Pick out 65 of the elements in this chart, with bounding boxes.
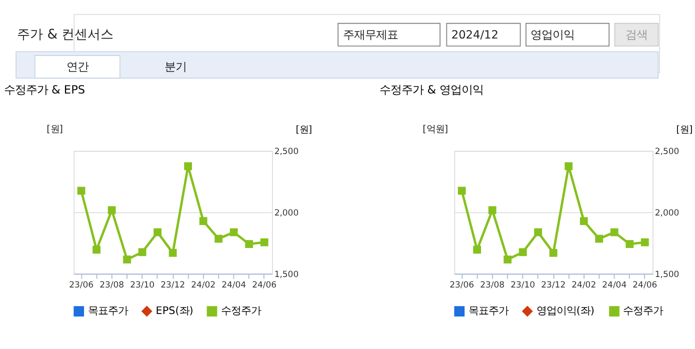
x-tick-label: 23/08 xyxy=(480,280,505,290)
text: 검색 xyxy=(625,27,648,42)
chart-title: 수정주가 & EPS xyxy=(4,82,86,96)
text: 주재무제표 xyxy=(342,27,398,42)
y2-axis-title: [원] xyxy=(676,124,693,136)
x-tick-label: 23/10 xyxy=(130,280,155,290)
point xyxy=(610,228,618,236)
point xyxy=(564,162,573,170)
text: 영업이익 xyxy=(530,27,575,42)
x-tick-label: 24/04 xyxy=(602,280,627,290)
point xyxy=(168,248,177,257)
legend-label: 목표주가 xyxy=(88,305,128,318)
x-tick-label: 24/02 xyxy=(191,280,216,290)
x-tick-label: 23/12 xyxy=(160,280,186,290)
text: 주가 & 컨센서스 xyxy=(16,27,114,42)
chart-title: 수정주가 & 영업이익 xyxy=(380,82,484,96)
point xyxy=(504,256,512,264)
legend-label: 수정주가 xyxy=(220,305,261,318)
x-tick-label: 23/08 xyxy=(100,280,124,290)
point xyxy=(230,228,238,236)
x-tick-label: 23/06 xyxy=(450,280,474,290)
x-tick-label: 23/06 xyxy=(69,280,94,290)
point xyxy=(626,240,634,248)
point xyxy=(214,234,223,243)
point xyxy=(199,217,208,226)
y2-tick-label: 1,500 xyxy=(274,270,299,280)
y2-tick-label: 2,000 xyxy=(274,208,299,219)
point xyxy=(245,240,254,248)
x-tick-label: 24/06 xyxy=(632,280,658,290)
point xyxy=(473,246,482,254)
x-tick-label: 23/10 xyxy=(510,280,536,290)
point xyxy=(458,186,466,195)
text: 연간 xyxy=(66,60,88,74)
point xyxy=(534,228,542,236)
y2-tick-label: 2,500 xyxy=(274,147,299,158)
x-tick-label: 23/12 xyxy=(541,280,566,290)
text: 분기 xyxy=(164,60,187,74)
legend-label: 수정주가 xyxy=(623,305,664,318)
point xyxy=(154,228,162,236)
y2-tick-label: 2,500 xyxy=(654,147,680,158)
point xyxy=(260,238,268,246)
x-tick-label: 24/02 xyxy=(572,280,596,290)
point xyxy=(92,246,100,254)
point xyxy=(77,186,86,195)
point xyxy=(518,248,527,256)
point xyxy=(595,234,604,243)
x-tick-label: 24/04 xyxy=(222,280,246,290)
y2-axis-title: [원] xyxy=(296,124,312,136)
point xyxy=(549,248,558,257)
y-axis-title: [원] xyxy=(46,124,63,135)
point xyxy=(640,238,649,246)
text: 2024/12 xyxy=(451,27,498,42)
y-axis-title: [억원] xyxy=(422,124,448,135)
point xyxy=(184,162,192,170)
legend-label: EPS(좌) xyxy=(156,305,194,318)
point xyxy=(488,206,496,214)
legend-label: 목표주가 xyxy=(468,305,508,318)
y2-tick-label: 1,500 xyxy=(654,270,680,280)
point xyxy=(108,206,116,214)
x-tick-label: 24/06 xyxy=(252,280,277,290)
point xyxy=(123,256,131,264)
point xyxy=(138,248,146,256)
legend-label: 영업이익(좌) xyxy=(536,305,594,318)
point xyxy=(580,217,588,226)
y2-tick-label: 2,000 xyxy=(654,208,680,219)
